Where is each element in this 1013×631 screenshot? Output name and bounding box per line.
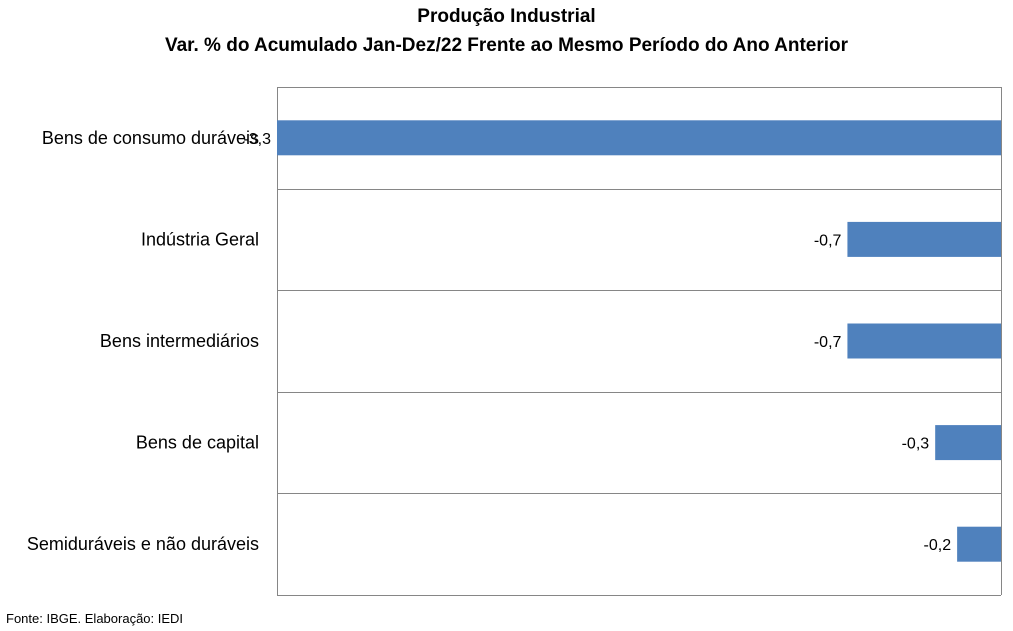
data-label: -0,7 [814,334,842,351]
bar [935,425,1001,461]
category-label: Semiduráveis e não duráveis [27,534,259,554]
bar [957,526,1001,562]
chart-title: Produção Industrial [417,6,596,27]
category-label: Indústria Geral [141,229,259,249]
category-label: Bens de capital [136,433,259,453]
bar [277,120,1001,156]
data-label: -0,7 [814,232,842,249]
chart-subtitle: Var. % do Acumulado Jan-Dez/22 Frente ao… [164,35,849,56]
data-label: -3,3 [243,131,271,148]
bar [847,323,1001,359]
category-label: Bens intermediários [100,331,259,351]
data-label: -0,3 [902,436,930,453]
data-label: -0,2 [924,537,952,554]
bar [847,221,1001,257]
category-label: Bens de consumo duráveis [42,128,259,148]
source-note: Fonte: IBGE. Elaboração: IEDI [6,611,184,626]
